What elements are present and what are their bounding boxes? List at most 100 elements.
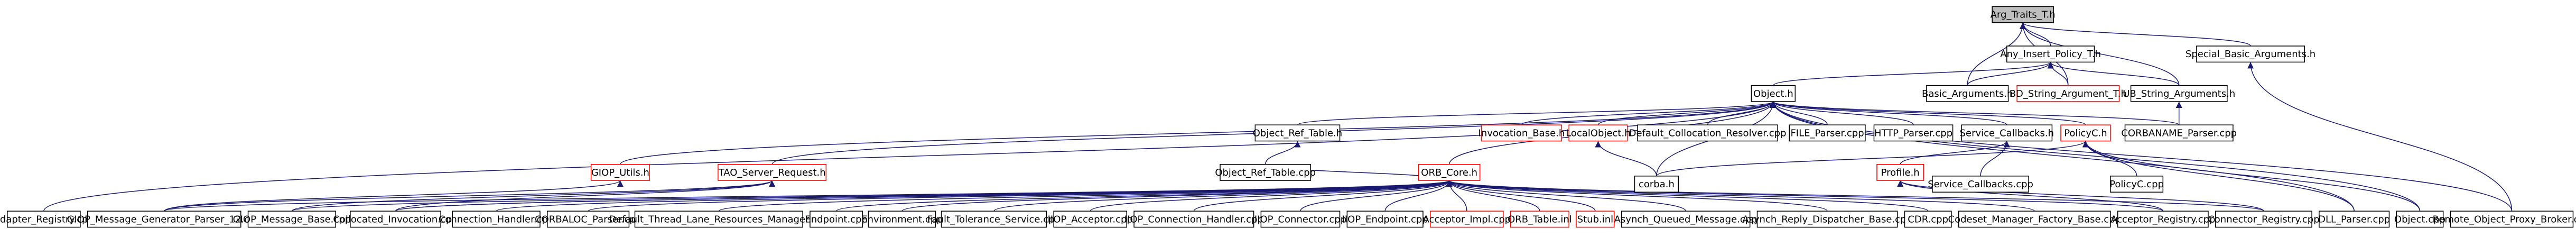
node-label[interactable]: Default_Thread_Lane_Resources_Manager.cp… — [609, 214, 829, 225]
node-label[interactable]: ORB_Table.inl — [1508, 214, 1572, 225]
node-box[interactable] — [868, 211, 936, 228]
node-label[interactable]: corba.h — [1639, 179, 1675, 190]
node-label[interactable]: PolicyC.h — [2064, 127, 2107, 139]
node-label[interactable]: GIOP_Message_Base.cpp — [233, 214, 351, 225]
node-label[interactable]: Object_Ref_Table.cpp — [1215, 167, 1316, 178]
node-label[interactable]: IIOP_Acceptor.cpp — [1048, 214, 1133, 225]
node-box[interactable] — [1430, 211, 1504, 228]
node-label[interactable]: BD_String_Argument_T.h — [2010, 88, 2127, 99]
node-label[interactable]: Any_Insert_Policy_T.h — [2000, 49, 2101, 60]
node-box[interactable] — [1876, 163, 1924, 181]
node-label[interactable]: Object.cpp — [2394, 214, 2445, 225]
node-label[interactable]: PolicyC.cpp — [2109, 179, 2164, 190]
node-box[interactable] — [718, 163, 827, 181]
node-box[interactable] — [2450, 211, 2574, 228]
node-box[interactable] — [247, 211, 337, 228]
node-label[interactable]: HTTP_Parser.cpp — [1874, 127, 1952, 139]
node-label[interactable]: Acceptor_Registry.cpp — [2110, 214, 2215, 225]
node-box[interactable] — [2110, 176, 2164, 193]
node-box[interactable] — [1481, 124, 1563, 142]
node-box[interactable] — [2215, 211, 2312, 228]
node-label[interactable]: Stub.inl — [1577, 214, 1613, 225]
node-label[interactable]: CORBANAME_Parser.cpp — [2121, 127, 2237, 139]
node-label[interactable]: IIOP_Endpoint.cpp — [1342, 214, 1428, 225]
node-box[interactable] — [2319, 211, 2390, 228]
node-box[interactable] — [1510, 211, 1569, 228]
node-box[interactable] — [1260, 211, 1341, 228]
node-label[interactable]: Fault_Tolerance_Service.cpp — [927, 214, 1061, 225]
node-label[interactable]: Asynch_Reply_Dispatcher_Base.cpp — [1742, 214, 1912, 225]
node-label[interactable]: Collocated_Invocation.cpp — [333, 214, 458, 225]
node-label[interactable]: FILE_Parser.cpp — [1790, 127, 1864, 139]
node-box[interactable] — [1958, 211, 2111, 228]
node-label[interactable]: GIOP_Utils.h — [591, 167, 649, 178]
node-box[interactable] — [1254, 124, 1341, 142]
node-box[interactable] — [1576, 211, 1615, 228]
node-label[interactable]: Arg_Traits_T.h — [1991, 10, 2056, 21]
node-label[interactable]: UB_String_Arguments.h — [2123, 88, 2235, 99]
node-box[interactable] — [810, 211, 863, 228]
node-label[interactable]: Codeset_Manager_Factory_Base.cpp — [1948, 214, 2122, 225]
node-box[interactable] — [1789, 124, 1866, 142]
node-box[interactable] — [1756, 211, 1898, 228]
node-label[interactable]: Default_Collocation_Resolver.cpp — [1629, 127, 1787, 139]
node-box[interactable] — [2124, 124, 2234, 142]
node-box[interactable] — [1418, 163, 1481, 181]
node-box[interactable] — [2016, 85, 2120, 102]
node-box[interactable] — [547, 211, 630, 228]
node-box[interactable] — [2060, 124, 2111, 142]
node-label[interactable]: Environment.cpp — [861, 214, 942, 225]
node-box[interactable] — [1637, 124, 1778, 142]
node-label[interactable]: Connector_Registry.cpp — [2208, 214, 2319, 225]
node-label[interactable]: Service_Callbacks.h — [1960, 127, 2054, 139]
node-box[interactable] — [2130, 85, 2228, 102]
node-box[interactable] — [2006, 45, 2095, 63]
node-label[interactable]: Connection_Handler.cpp — [439, 214, 554, 225]
node-box[interactable] — [7, 211, 81, 228]
node-box[interactable] — [1873, 124, 1954, 142]
node-label[interactable]: ORB_Core.h — [1421, 167, 1477, 178]
node-box[interactable] — [634, 211, 803, 228]
node-label[interactable]: TAO_Server_Request.h — [718, 167, 826, 178]
node-box[interactable] — [941, 211, 1047, 228]
node-label[interactable]: Object_Ref_Table.h — [1253, 127, 1342, 139]
node-label[interactable]: Service_Callbacks.cpp — [1928, 179, 2033, 190]
node-box[interactable] — [2117, 211, 2209, 228]
node-box[interactable] — [1053, 211, 1128, 228]
node-label[interactable]: Adapter_Registry.cpp — [0, 214, 94, 225]
node-box[interactable] — [1634, 176, 1679, 193]
node-label[interactable]: Endpoint.cpp — [805, 214, 868, 225]
node-box[interactable] — [1926, 85, 2009, 102]
node-box[interactable] — [1961, 124, 2053, 142]
node-label[interactable]: GIOP_Message_Generator_Parser_12.cpp — [67, 214, 262, 225]
node-label[interactable]: Basic_Arguments.h — [1922, 88, 2013, 99]
node-label[interactable]: LocalObject.h — [1566, 127, 1630, 139]
node-label[interactable]: Profile.h — [1881, 167, 1920, 178]
node-label[interactable]: IIOP_Connector.cpp — [1254, 214, 1346, 225]
node-box[interactable] — [1346, 211, 1424, 228]
node-box[interactable] — [1992, 6, 2054, 23]
node-label[interactable]: IIOP_Connection_Handler.cpp — [1124, 214, 1263, 225]
node-box[interactable] — [1568, 124, 1628, 142]
node-box[interactable] — [452, 211, 541, 228]
node-box[interactable] — [350, 211, 441, 228]
node-label[interactable]: CORBALOC_Parser.cpp — [535, 214, 641, 225]
node-box[interactable] — [1904, 211, 1952, 228]
node-box[interactable] — [1621, 211, 1751, 228]
node-box[interactable] — [1220, 163, 1312, 181]
node-label[interactable]: DLL_Parser.cpp — [2318, 214, 2390, 225]
node-label[interactable]: CDR.cpp — [1908, 214, 1948, 225]
node-box[interactable] — [1751, 85, 1796, 102]
node-label[interactable]: Object.h — [1753, 88, 1793, 99]
node-box[interactable] — [2396, 211, 2444, 228]
node-label[interactable]: Acceptor_Impl.cpp — [1423, 214, 1511, 225]
node-box[interactable] — [2196, 45, 2305, 63]
node-box[interactable] — [1932, 176, 2029, 193]
node-box[interactable] — [590, 163, 650, 181]
node-box[interactable] — [1133, 211, 1254, 228]
node-label[interactable]: Invocation_Base.h — [1478, 127, 1565, 139]
node-label[interactable]: Remote_Object_Proxy_Broker.cpp — [2433, 214, 2576, 225]
node-label[interactable]: Asynch_Queued_Message.cpp — [1614, 214, 1757, 225]
node-box[interactable] — [87, 211, 241, 228]
node-label[interactable]: Special_Basic_Arguments.h — [2186, 49, 2315, 60]
